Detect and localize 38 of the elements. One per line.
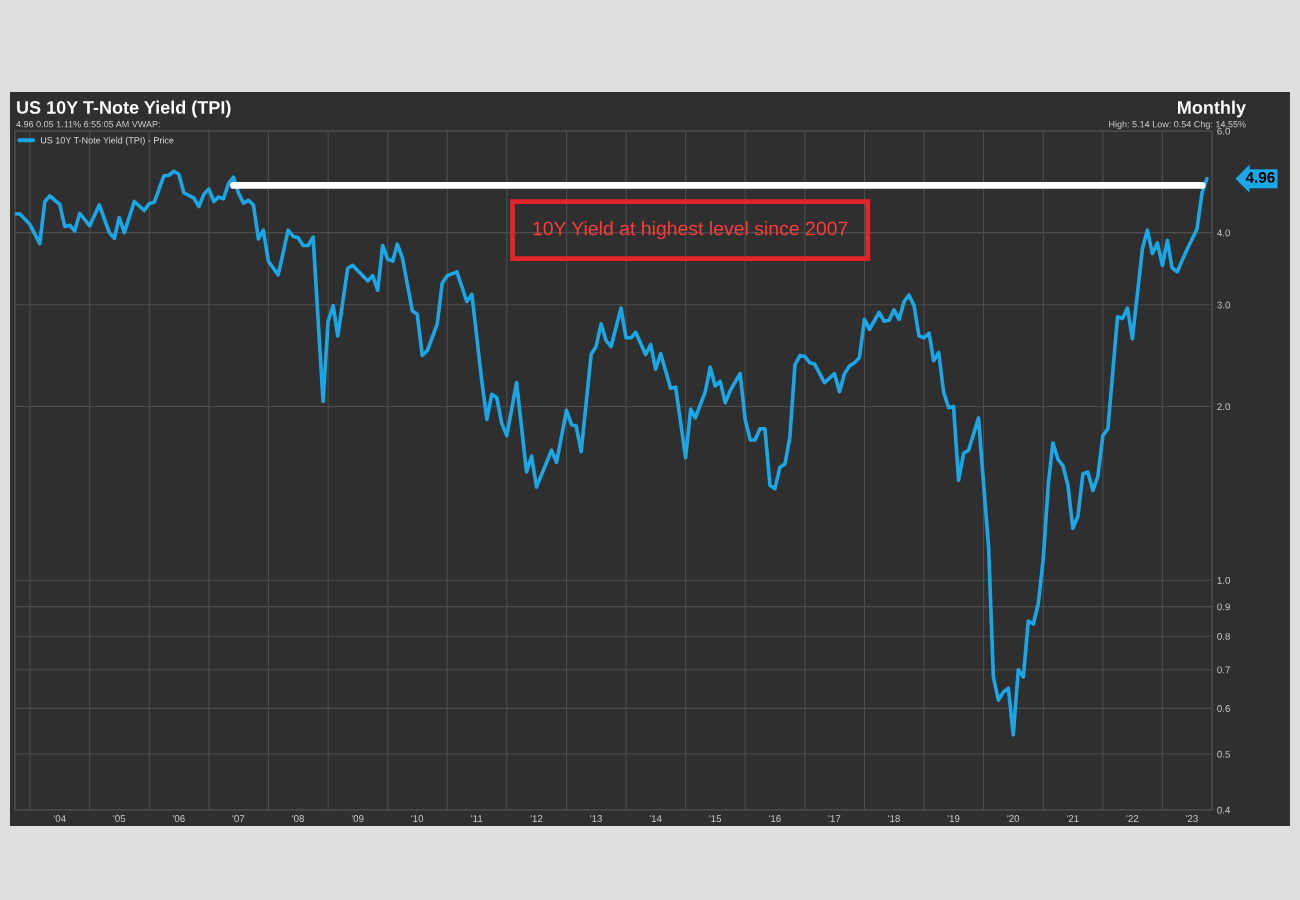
y-tick-label: 0.8 <box>1217 632 1230 640</box>
y-tick-label: 0.9 <box>1217 603 1230 611</box>
x-tick-label: '08 <box>292 815 305 822</box>
x-tick-label: '16 <box>769 815 781 822</box>
x-tick-label: '15 <box>709 815 722 822</box>
x-tick-label: '17 <box>828 815 841 822</box>
line-series <box>15 169 1209 737</box>
annotation: 4.96 <box>1245 172 1275 183</box>
legend-label: US 10Y T-Note Yield (TPI) - Price <box>40 136 174 146</box>
x-tick-label: '20 <box>1007 815 1020 822</box>
x-tick-label: '07 <box>232 815 245 822</box>
y-tick-label: 2.0 <box>1217 403 1230 411</box>
x-tick-label: '21 <box>1066 815 1079 822</box>
x-tick-label: '19 <box>947 815 960 822</box>
x-tick-label: '18 <box>888 815 900 822</box>
chart-title: US 10Y T-Note Yield (TPI) <box>17 100 231 118</box>
x-tick-label: '23 <box>1186 815 1198 822</box>
chart-subtitle: 4.96 0.05 1.11% 6:55:05 AM VWAP: <box>16 121 160 128</box>
y-tick-label: 4.0 <box>1217 229 1230 237</box>
x-tick-label: '09 <box>351 815 364 822</box>
x-tick-label: '10 <box>411 815 424 822</box>
x-tick-label: '05 <box>113 815 126 822</box>
x-tick-label: '13 <box>590 815 602 822</box>
x-tick-label: '12 <box>530 815 543 822</box>
y-tick-label: 0.7 <box>1217 666 1230 674</box>
y-tick-label: 1.0 <box>1217 576 1230 584</box>
x-tick-label: '22 <box>1126 815 1139 822</box>
x-tick-label: '04 <box>53 815 66 822</box>
x-tick-label: '14 <box>649 815 662 822</box>
annotation: 10Y Yield at highest level since 2007 <box>533 221 848 240</box>
y-tick-label: 0.6 <box>1217 705 1230 712</box>
y-tick-label: 0.5 <box>1217 750 1230 758</box>
y-tick-label: 6.0 <box>1217 127 1230 135</box>
text: Monthly <box>1178 100 1246 118</box>
y-tick-label: 0.4 <box>1217 806 1231 814</box>
x-tick-label: '06 <box>172 815 185 822</box>
x-tick-label: '11 <box>471 815 483 822</box>
y-tick-label: 3.0 <box>1217 301 1230 309</box>
